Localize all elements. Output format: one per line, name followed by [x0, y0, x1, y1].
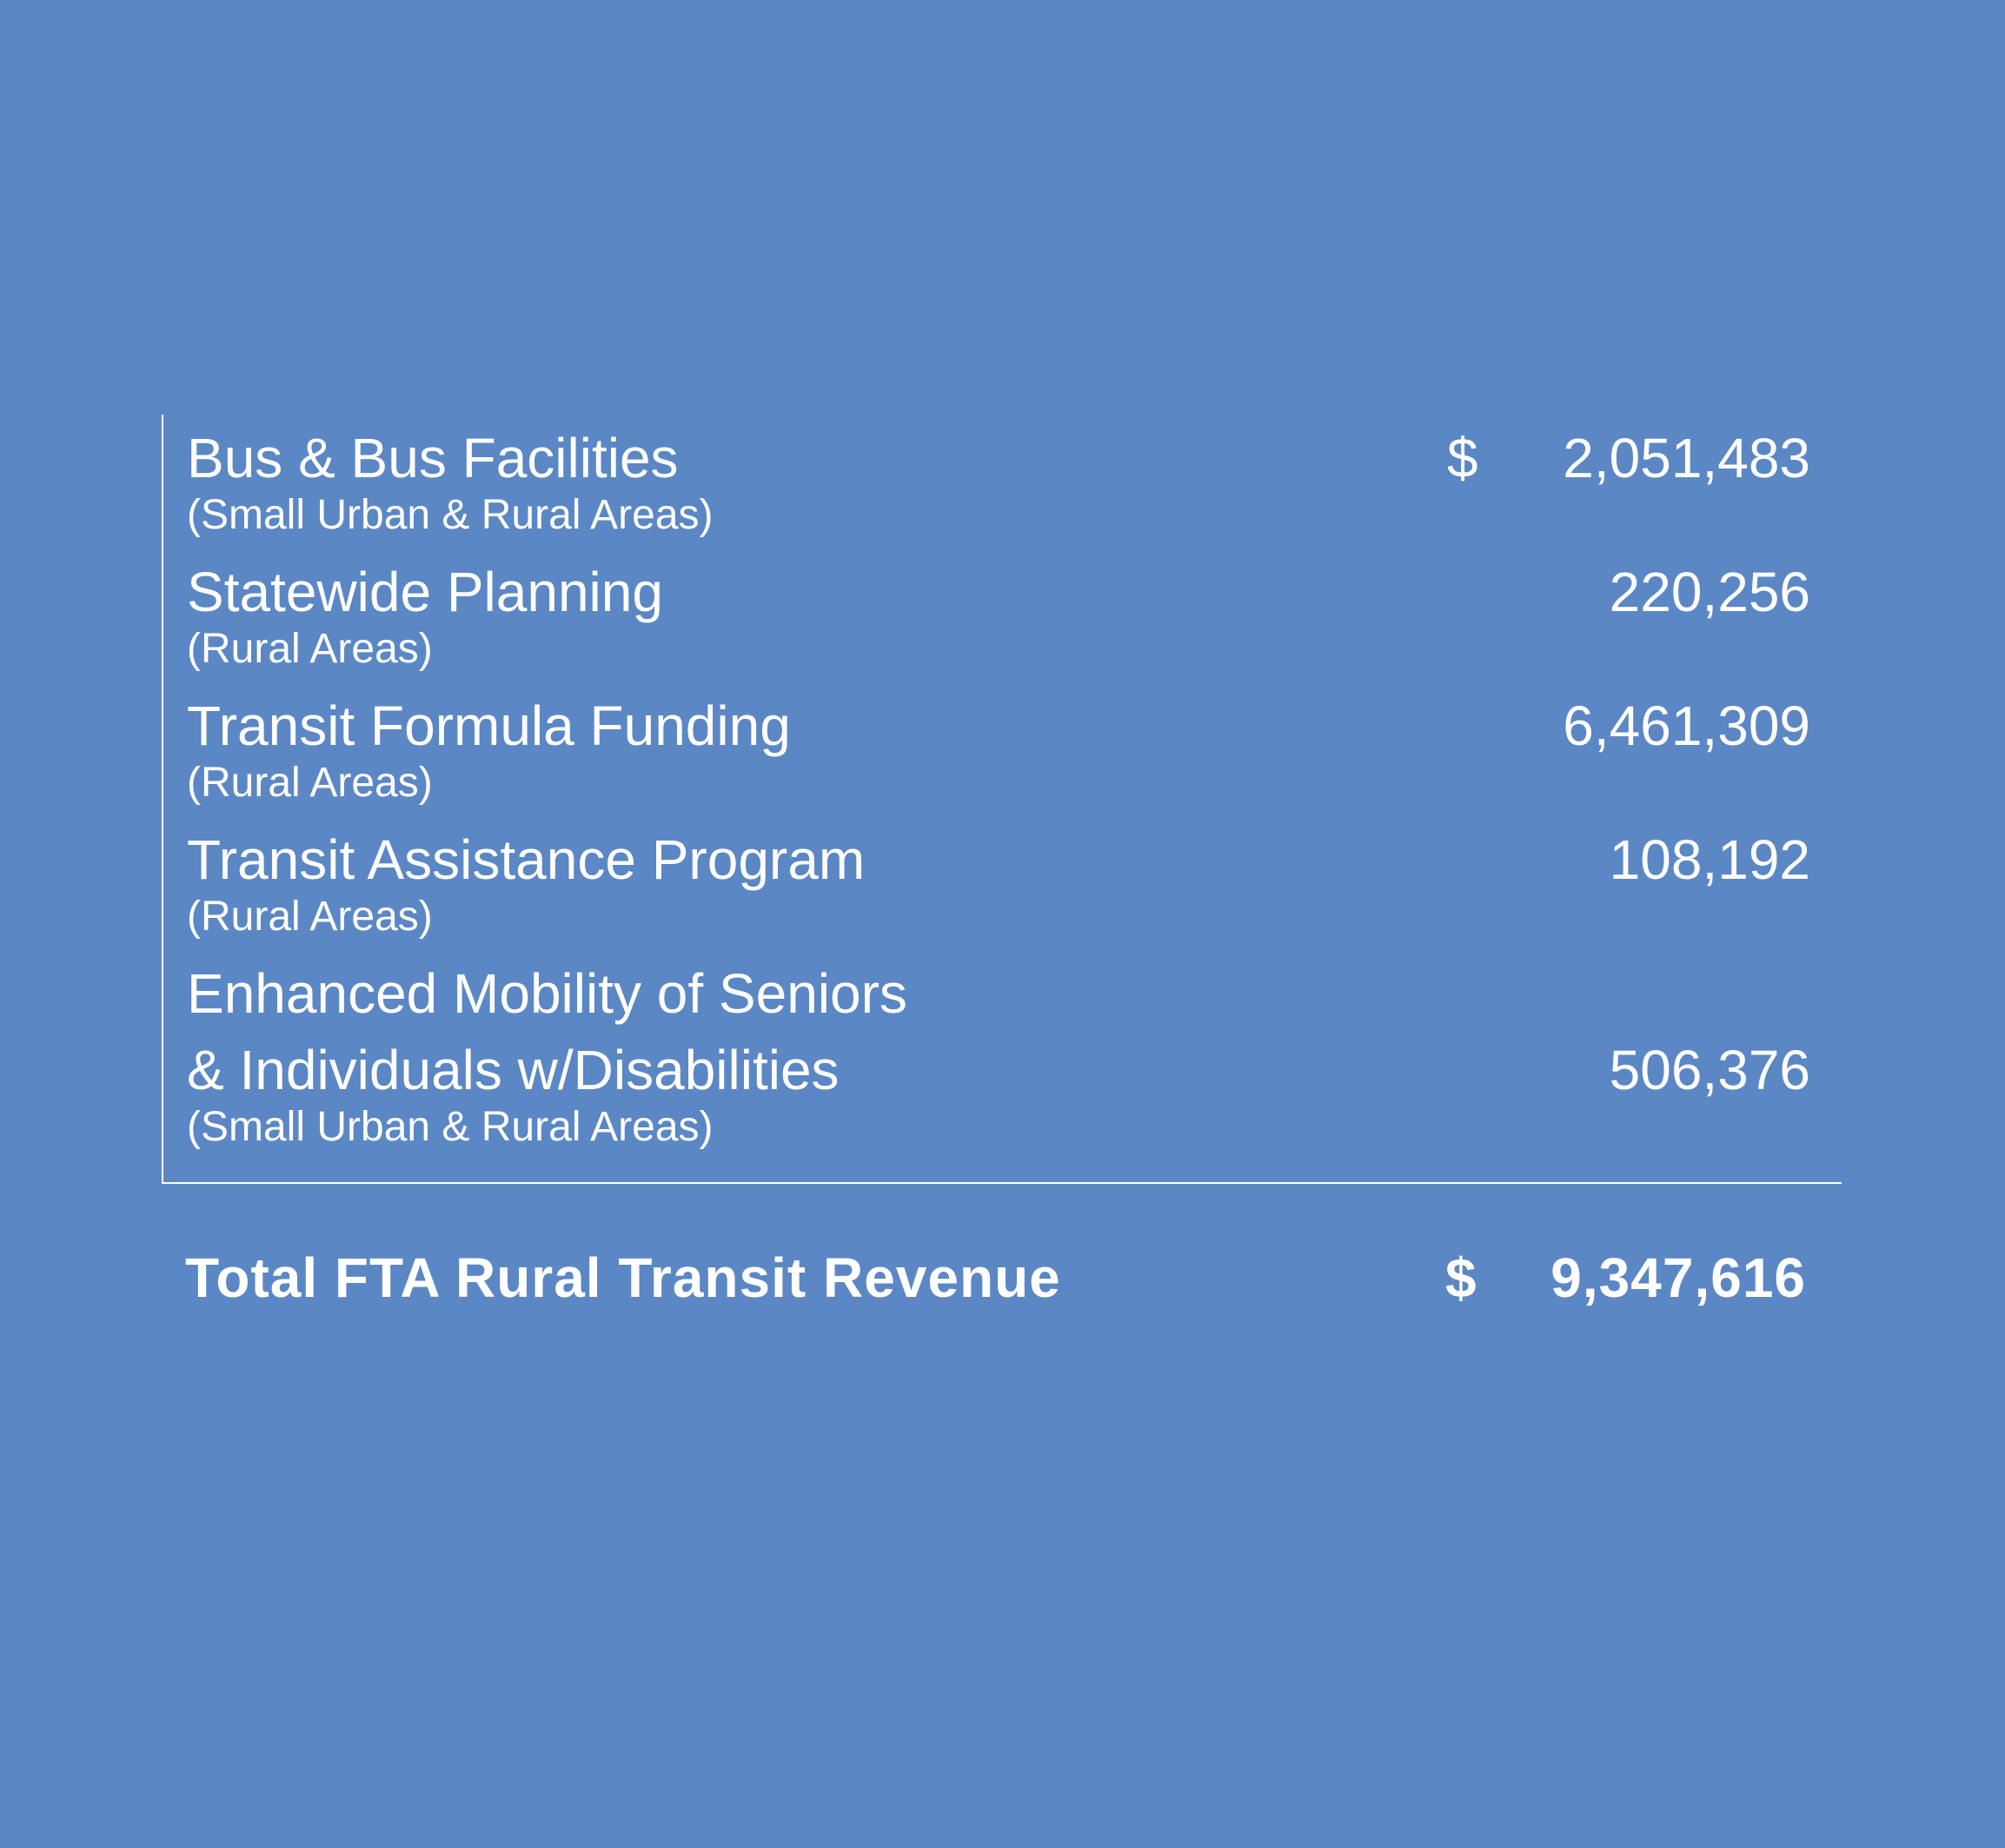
- currency-symbol: $: [1447, 427, 1478, 489]
- item-amount: 220,256: [1609, 561, 1810, 623]
- item-sublabel: (Small Urban & Rural Areas): [187, 492, 714, 538]
- item-amount: 506,376: [1609, 1039, 1810, 1101]
- total-amount: 9,347,616: [1550, 1246, 1806, 1309]
- item-sublabel: (Small Urban & Rural Areas): [187, 1104, 714, 1150]
- item-sublabel: (Rural Areas): [187, 626, 433, 672]
- revenue-table: Bus & Bus Facilities $ 2,051,483 (Small …: [162, 415, 1842, 1184]
- item-sublabel: (Rural Areas): [187, 760, 433, 806]
- item-label-line2: & Individuals w/Disabilities: [187, 1039, 840, 1101]
- item-label: Bus & Bus Facilities: [187, 427, 679, 489]
- item-label: Statewide Planning: [187, 561, 663, 623]
- item-amount: 6,461,309: [1563, 695, 1810, 757]
- total-label: Total FTA Rural Transit Revenue: [185, 1246, 1061, 1309]
- item-amount: 108,192: [1609, 828, 1810, 891]
- item-sublabel: (Rural Areas): [187, 894, 433, 940]
- item-label: Transit Assistance Program: [187, 828, 866, 891]
- item-label: Enhanced Mobility of Seniors: [187, 962, 907, 1025]
- item-amount: 2,051,483: [1563, 427, 1810, 489]
- item-label: Transit Formula Funding: [187, 695, 791, 757]
- total-currency-symbol: $: [1445, 1246, 1477, 1309]
